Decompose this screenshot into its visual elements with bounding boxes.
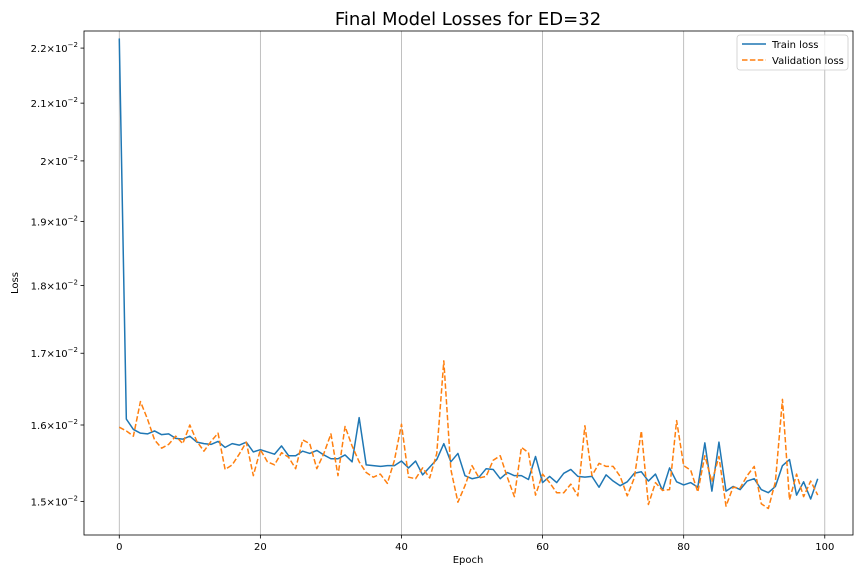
x-tick-label: 0 [116,542,122,553]
y-tick-label: 1.6×10−2 [31,418,78,432]
grid-lines [118,31,826,535]
x-tick-label: 80 [677,542,690,553]
y-axis: 1.5×10−2 1.6×10−2 1.7×10−2 1.8×10−2 1.9×10−2… [31,41,84,508]
x-axis-label: Epoch [453,555,484,566]
legend-validation-label: Validation loss [772,56,844,67]
legend-train-label: Train loss [771,40,819,51]
y-tick-label: 1.9×10−2 [31,215,78,229]
x-tick-label: 100 [815,542,834,553]
validation-loss-line [118,360,819,510]
x-tick-label: 60 [536,542,549,553]
chart-title: Final Model Losses for ED=32 [335,9,601,30]
series-layer [118,38,819,510]
y-axis-label: Loss [10,272,21,294]
y-tick-label: 2.1×10−2 [31,96,78,110]
x-tick-label: 20 [254,542,267,553]
y-tick-label: 1.5×10−2 [31,494,78,508]
y-tick-label: 1.7×10−2 [31,346,78,360]
y-tick-label: 2×10−2 [40,154,78,168]
y-tick-label: 2.2×10−2 [31,41,78,55]
y-tick-label: 1.8×10−2 [31,279,78,293]
x-tick-label: 40 [395,542,408,553]
legend: Train loss Validation loss [736,34,849,71]
x-axis: 0 20 40 60 80 100 [116,535,834,553]
plot-frame [83,30,854,536]
